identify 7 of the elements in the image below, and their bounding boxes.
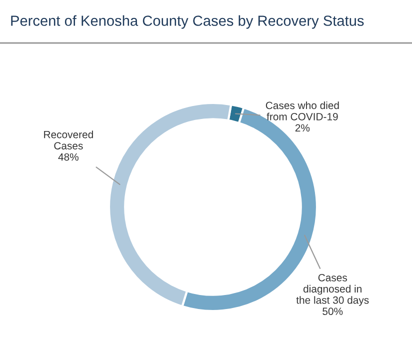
data-label: 50% bbox=[322, 308, 343, 316]
chart-title: Percent of Kenosha County Cases by Recovery Status bbox=[11, 15, 364, 29]
slice-label: Cases who died from COVID-19 bbox=[266, 101, 339, 120]
data-label: 2% bbox=[295, 124, 310, 132]
slice-label: Recovered Cases bbox=[44, 130, 93, 150]
data-label: 48% bbox=[58, 153, 78, 161]
slice-label: Cases diagnosed in the last 30 days bbox=[296, 274, 369, 306]
